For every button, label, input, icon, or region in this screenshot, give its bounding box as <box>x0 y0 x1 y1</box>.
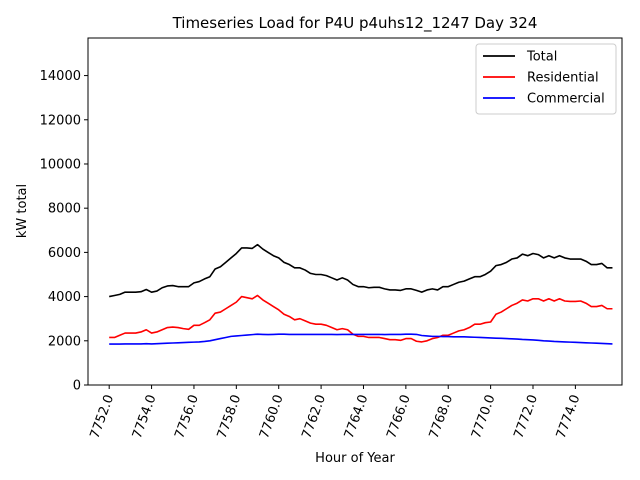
legend-label-total: Total <box>526 50 557 65</box>
plot-frame <box>87 37 623 386</box>
series-line-residential <box>109 294 613 343</box>
y-tick-label: 8000 <box>48 202 81 217</box>
legend-box <box>475 43 617 115</box>
legend: Total Residential Commercial <box>475 43 617 115</box>
legend-label-commercial: Commercial <box>527 92 605 107</box>
x-axis-label: Hour of Year <box>315 451 395 466</box>
series-line-total <box>109 243 613 298</box>
y-tick-label: 12000 <box>40 113 81 128</box>
y-tick-label: 6000 <box>48 246 81 261</box>
y-tick-label: 14000 <box>40 69 81 84</box>
chart-title: Timeseries Load for P4U p4uhs12_1247 Day… <box>172 14 538 33</box>
y-tick-label: 0 <box>73 379 81 394</box>
series-line-commercial <box>109 333 613 345</box>
y-tick-label: 10000 <box>40 158 81 173</box>
legend-label-residential: Residential <box>527 71 599 86</box>
y-tick-label: 4000 <box>48 290 81 305</box>
y-axis-label: kW total <box>15 184 30 238</box>
y-tick-label: 2000 <box>48 334 81 349</box>
